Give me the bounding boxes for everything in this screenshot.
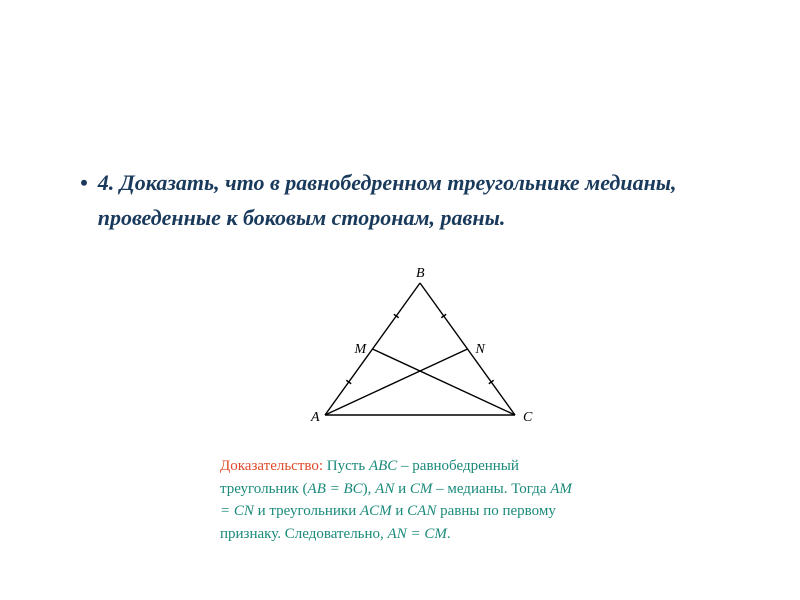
svg-text:C: C <box>523 410 533 425</box>
problem-text: 4. Доказать, что в равнобедренном треуго… <box>98 165 720 235</box>
triangle-figure: A B C M N <box>80 265 720 440</box>
svg-text:N: N <box>475 342 486 357</box>
triangle-svg: A B C M N <box>265 265 535 435</box>
svg-text:A: A <box>310 410 320 425</box>
bullet: • <box>80 165 88 200</box>
svg-text:M: M <box>354 342 368 357</box>
svg-text:B: B <box>416 266 425 281</box>
proof-block: Доказательство: Пусть ABC – равнобедренн… <box>80 455 720 545</box>
proof-label: Доказательство: <box>220 458 323 474</box>
problem-statement: • 4. Доказать, что в равнобедренном треу… <box>80 165 720 235</box>
